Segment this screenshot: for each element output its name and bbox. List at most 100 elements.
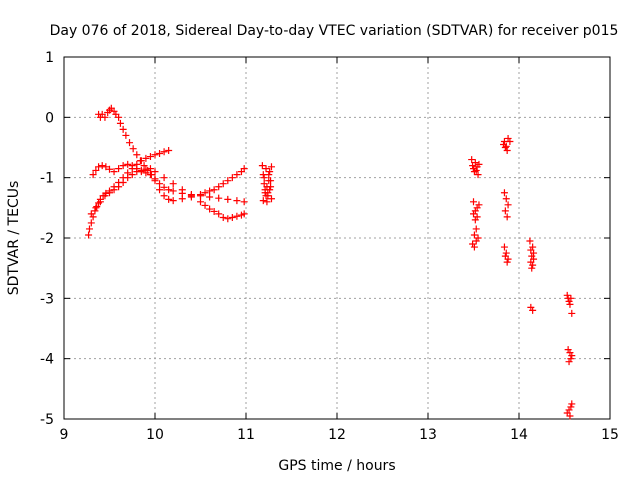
data-point [146, 153, 154, 161]
data-point [206, 187, 214, 195]
data-point [219, 213, 227, 221]
x-tick-label: 15 [601, 427, 619, 443]
data-point [526, 237, 534, 245]
data-point [151, 151, 159, 159]
data-point [233, 197, 241, 205]
data-point [119, 178, 127, 186]
y-tick-label: -2 [40, 231, 54, 247]
data-point [468, 156, 476, 164]
data-point [261, 189, 269, 197]
data-point [178, 186, 186, 194]
data-point [471, 216, 479, 224]
data-point [160, 174, 168, 182]
y-axis-tick-labels: 1 0 -1 -2 -3 -4 -5 [40, 50, 54, 428]
data-point [224, 177, 232, 185]
x-axis-tick-labels: 9 10 11 12 13 14 15 [60, 427, 619, 443]
y-tick-label: -5 [40, 412, 54, 428]
plot-frame [63, 56, 611, 420]
y-tick-label: -1 [40, 171, 54, 187]
data-point [472, 225, 480, 233]
data-point [215, 194, 223, 202]
data-point [178, 195, 186, 203]
data-point [156, 180, 164, 188]
data-point [528, 264, 536, 272]
data-point [206, 193, 214, 201]
data-points [85, 104, 576, 420]
series-cluster-13.85 [500, 134, 514, 266]
data-point [201, 201, 209, 209]
data-point [474, 234, 482, 242]
data-point [165, 147, 173, 155]
data-point [115, 183, 123, 191]
data-point [470, 243, 478, 251]
data-point [116, 119, 124, 127]
data-point [137, 166, 145, 174]
data-point [128, 162, 136, 170]
data-point [129, 145, 137, 153]
data-point [210, 186, 218, 194]
y-tick-label: -3 [40, 291, 54, 307]
data-point [228, 213, 236, 221]
data-point [146, 171, 154, 179]
data-point [267, 195, 275, 203]
data-point [263, 183, 271, 191]
data-point [501, 207, 509, 215]
x-tick-label: 10 [146, 427, 164, 443]
data-point [215, 183, 223, 191]
data-point [197, 198, 204, 206]
data-point [260, 174, 268, 182]
series-arc-b [95, 104, 248, 206]
data-point [567, 403, 575, 411]
data-point [502, 142, 510, 150]
data-point [115, 165, 123, 173]
data-point [504, 201, 512, 209]
data-point [156, 150, 164, 158]
data-point [259, 197, 267, 205]
data-point [266, 168, 274, 176]
data-point [265, 171, 273, 179]
data-point [95, 163, 103, 171]
data-point [566, 300, 574, 308]
data-point [503, 147, 511, 155]
data-point [224, 195, 232, 203]
data-point [119, 125, 127, 133]
data-point [92, 204, 100, 212]
data-point [101, 192, 109, 200]
data-point [87, 210, 95, 218]
data-point [133, 151, 141, 159]
data-point [201, 189, 209, 197]
data-point [267, 163, 275, 171]
data-point [258, 162, 266, 170]
x-tick-label: 12 [328, 427, 346, 443]
x-tick-label: 9 [60, 427, 69, 443]
data-point [215, 210, 223, 218]
data-point [470, 231, 478, 239]
data-point [474, 171, 482, 179]
data-point [96, 198, 104, 206]
data-point [142, 165, 150, 173]
data-point [529, 306, 537, 314]
data-point [568, 352, 576, 360]
x-tick-label: 14 [510, 427, 528, 443]
series-cluster-11.2 [258, 162, 275, 206]
data-point [160, 192, 168, 200]
data-point [567, 355, 575, 363]
data-point [187, 192, 195, 200]
data-point [233, 171, 241, 179]
data-point [93, 203, 101, 211]
y-tick-label: -4 [40, 352, 54, 368]
data-point [151, 177, 159, 185]
data-point [240, 210, 248, 218]
data-point [89, 171, 97, 179]
data-point [165, 195, 173, 203]
data-point [169, 187, 177, 195]
data-point [502, 249, 510, 257]
data-point [219, 180, 227, 188]
series-cluster-13.5 [468, 156, 483, 251]
x-tick-label: 11 [237, 427, 255, 443]
data-point [151, 168, 159, 176]
data-point [122, 131, 130, 139]
grid [64, 57, 610, 419]
data-point [142, 154, 150, 162]
